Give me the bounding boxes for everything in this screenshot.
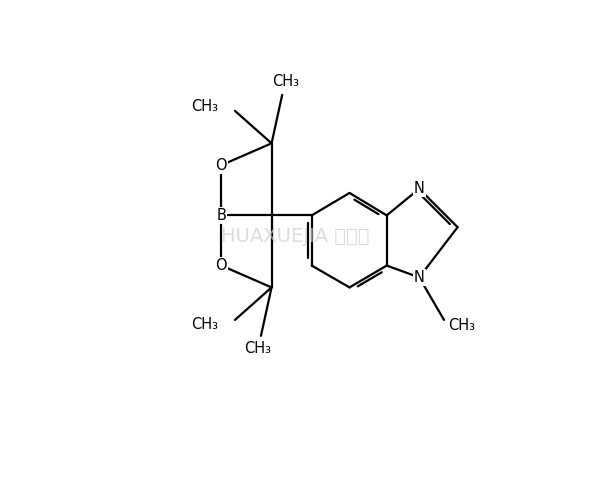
Text: CH₃: CH₃ [192, 317, 219, 332]
Text: CH₃: CH₃ [271, 75, 298, 89]
Text: CH₃: CH₃ [448, 318, 475, 333]
Text: CH₃: CH₃ [244, 341, 271, 356]
Text: HUAXUEJIA 化学家: HUAXUEJIA 化学家 [221, 227, 370, 246]
Text: O: O [216, 158, 227, 173]
Text: B: B [216, 208, 227, 223]
Text: O: O [216, 258, 227, 273]
Text: N: N [414, 181, 425, 196]
Text: N: N [414, 270, 425, 285]
Text: CH₃: CH₃ [192, 98, 219, 114]
